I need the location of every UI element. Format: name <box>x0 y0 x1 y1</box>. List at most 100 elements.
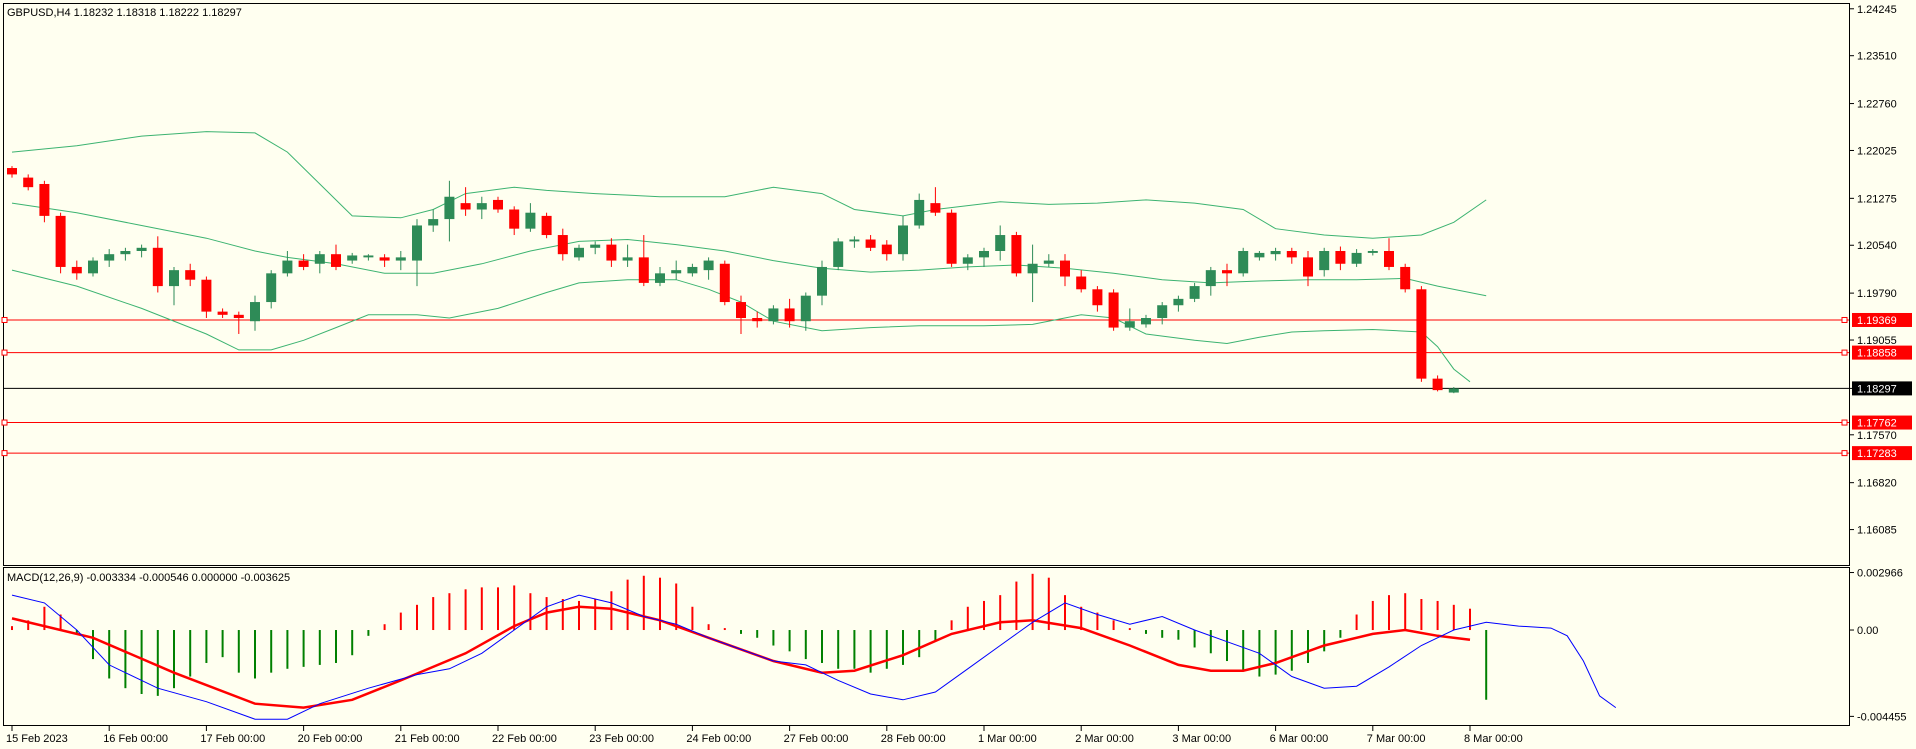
candle <box>233 311 244 334</box>
candle <box>88 257 98 277</box>
candle <box>1027 244 1038 303</box>
level-handle-left[interactable] <box>1 419 8 426</box>
candle-body <box>55 215 66 267</box>
candle <box>1238 247 1249 277</box>
time-axis[interactable]: 15 Feb 2023 16 Feb 00:00 17 Feb 00:00 20 Fe… <box>6 725 1523 745</box>
time-tick-label: 22 Feb 00:00 <box>492 733 557 745</box>
macd-tick-label: -0.004455 <box>1857 711 1907 723</box>
level-handle-left[interactable] <box>1 349 8 356</box>
candle <box>39 180 50 223</box>
candle-body <box>347 255 358 261</box>
price-tick-label: 1.24245 <box>1857 4 1897 16</box>
level-price-tag <box>1852 345 1912 360</box>
level-handle-right[interactable] <box>1841 450 1848 457</box>
candle <box>898 215 908 261</box>
level-handle-right[interactable] <box>1841 349 1848 356</box>
level-price-tag <box>1852 415 1912 430</box>
candle-body <box>39 183 50 216</box>
level-handle-left[interactable] <box>1 316 8 323</box>
candle-body <box>1189 286 1200 299</box>
macd-main-line <box>11 594 1617 720</box>
candle <box>525 203 536 232</box>
time-tick-label: 16 Feb 00:00 <box>103 733 168 745</box>
candle <box>23 174 34 191</box>
candle <box>995 225 1006 261</box>
candle-body <box>1335 250 1346 264</box>
candle-body <box>898 225 908 255</box>
candle-body <box>1238 250 1249 274</box>
candle-body <box>995 235 1006 251</box>
candle-body <box>865 239 876 248</box>
candle <box>412 219 422 287</box>
macd-axis[interactable]: 0.002966 0.00 -0.004455 <box>1849 568 1907 724</box>
candle-body <box>1205 270 1216 287</box>
horizontal-levels[interactable] <box>1 316 1849 457</box>
candle-body <box>784 308 795 322</box>
level-price-label: 1.19369 <box>1857 315 1897 327</box>
candle-body <box>1303 257 1313 277</box>
candle-body <box>1416 289 1427 379</box>
candle <box>655 266 665 287</box>
candle-body <box>1448 388 1459 393</box>
candle <box>736 295 746 334</box>
candle <box>1076 270 1087 293</box>
candle <box>817 260 827 306</box>
level-handle-right[interactable] <box>1841 419 1848 426</box>
candle <box>1157 302 1168 325</box>
candle-body <box>525 212 536 229</box>
candle-body <box>687 266 698 274</box>
macd-tick-label: 0.00 <box>1857 625 1878 637</box>
candle-body <box>1173 298 1184 306</box>
time-tick-label: 6 Mar 00:00 <box>1270 733 1329 745</box>
candle-body <box>169 270 179 287</box>
candle <box>331 244 341 271</box>
candle <box>1092 286 1103 312</box>
candle <box>800 292 811 331</box>
candle-body <box>493 199 503 210</box>
candle-body <box>849 239 860 242</box>
candlesticks <box>7 166 1459 394</box>
candle-body <box>1124 321 1135 328</box>
candle-body <box>88 260 98 274</box>
time-tick-label: 1 Mar 00:00 <box>978 733 1037 745</box>
macd-signal-line <box>11 605 1471 709</box>
candle-body <box>881 244 892 255</box>
price-tick-label: 1.16085 <box>1857 525 1897 537</box>
price-tick-label: 1.20540 <box>1857 240 1897 252</box>
level-handle-left[interactable] <box>1 450 8 457</box>
level-price-label: 1.17762 <box>1857 418 1897 430</box>
price-tick-label: 1.17570 <box>1857 430 1897 442</box>
price-tick-label: 1.19790 <box>1857 288 1897 300</box>
candle-body <box>1351 252 1362 264</box>
candle <box>282 250 293 277</box>
price-panel[interactable]: 1.24245 1.23510 1.22760 1.22025 1.21275 1.205… <box>1 3 1912 566</box>
candle-body <box>71 266 82 274</box>
current-price-tag <box>1852 381 1912 396</box>
candle-body <box>233 314 244 319</box>
level-handle-right[interactable] <box>1841 316 1848 323</box>
candle <box>703 257 714 280</box>
candle <box>314 250 325 274</box>
candle-body <box>768 308 779 322</box>
candle <box>136 244 147 258</box>
candle <box>1011 231 1022 277</box>
candle-body <box>1108 292 1119 328</box>
candle-body <box>136 247 147 251</box>
candle-body <box>752 318 763 322</box>
candle <box>752 311 763 328</box>
candle <box>347 252 358 264</box>
candle <box>201 276 212 319</box>
candle-body <box>541 215 552 236</box>
macd-panel[interactable]: 0.002966 0.00 -0.004455 <box>3 567 1907 726</box>
candle <box>1173 295 1184 312</box>
candle-body <box>946 212 957 264</box>
candle <box>1043 254 1054 267</box>
candle <box>1124 308 1135 331</box>
candle-body <box>574 247 584 258</box>
candle <box>493 196 503 213</box>
candle-body <box>104 254 115 261</box>
candle <box>590 241 601 255</box>
price-tick-label: 1.16820 <box>1857 478 1897 490</box>
candle-body <box>736 302 746 319</box>
